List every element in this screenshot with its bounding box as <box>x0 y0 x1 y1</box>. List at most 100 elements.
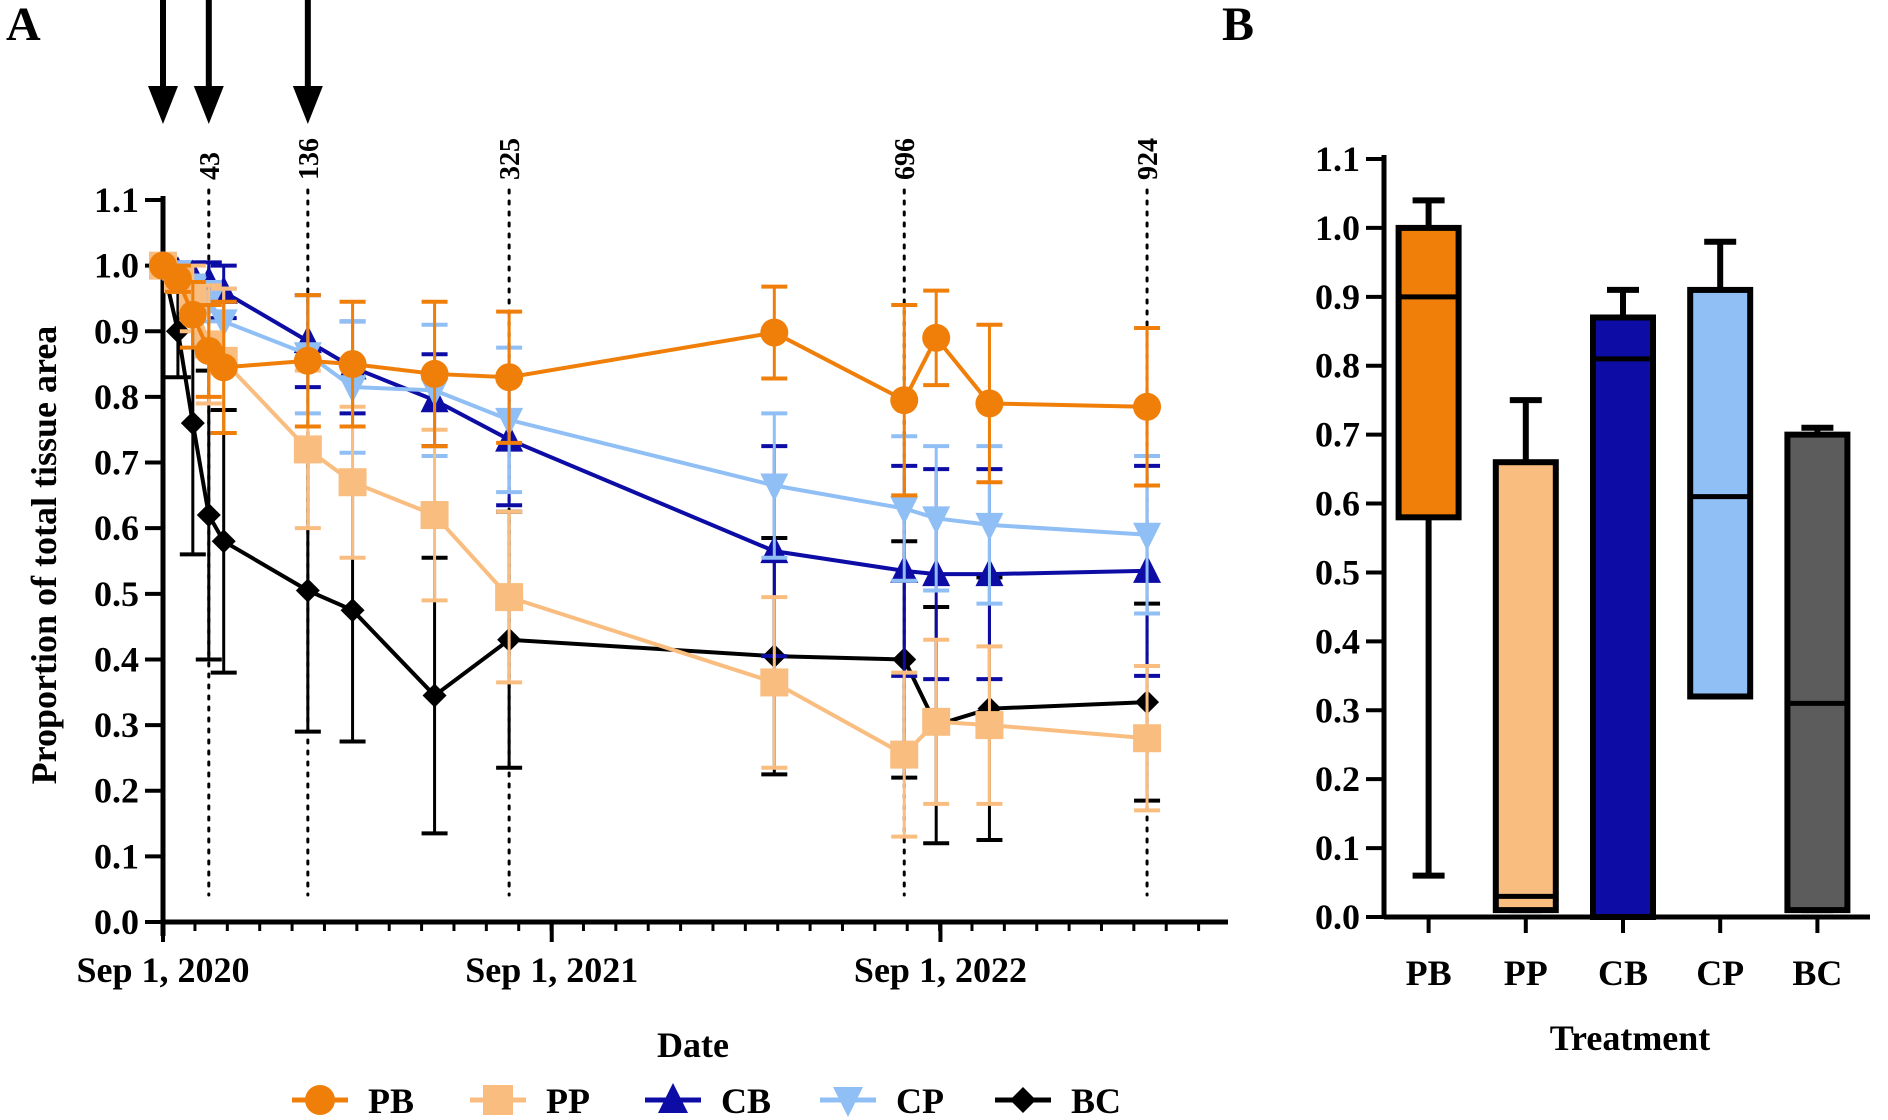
y-tick-label: 0.1 <box>1315 828 1360 868</box>
y-tick-label: 0.7 <box>94 443 139 483</box>
data-point <box>338 468 367 497</box>
panel-a-axes: 0.0 0.1 0.2 0.3 0.4 0.5 0.6 0.7 0.8 0.9 1.0 1.1 Sep … <box>76 180 1228 990</box>
data-point <box>922 323 951 352</box>
data-point <box>305 1085 335 1115</box>
data-point <box>658 1083 688 1113</box>
data-point <box>760 668 789 697</box>
legend-label: CP <box>896 1081 944 1120</box>
y-tick-label: 0.0 <box>1315 897 1360 937</box>
vertical-line-label: 696 <box>890 138 921 180</box>
panel-a-y-axis-title: Proportion of total tissue area <box>24 326 64 785</box>
y-tick-label: 0.9 <box>94 311 139 351</box>
x-tick-label: CP <box>1696 953 1744 993</box>
intervention-lines: 43 136 325 696 924 <box>195 138 1164 897</box>
vertical-line-label: 325 <box>495 138 526 180</box>
data-point <box>483 1085 513 1115</box>
data-point <box>495 363 524 392</box>
y-tick-label: 0.6 <box>94 508 139 548</box>
box-rect <box>1784 431 1851 914</box>
y-tick-label: 0.8 <box>1315 346 1360 386</box>
data-point <box>975 389 1004 418</box>
data-point <box>211 529 236 554</box>
legend-label: PP <box>546 1081 590 1120</box>
data-point <box>833 1087 863 1117</box>
series-cb <box>149 249 1162 682</box>
series-pb <box>149 251 1162 498</box>
data-point <box>890 386 919 415</box>
panel-a-line-chart: 43 136 325 696 924 0.00.10.20.30.40.50.60.70… <box>24 0 1228 1120</box>
data-point <box>975 512 1004 541</box>
data-point <box>178 300 207 329</box>
legend-item-cb: CB <box>645 1081 771 1120</box>
y-tick-label: 0.8 <box>94 377 139 417</box>
box-bc <box>1784 424 1851 914</box>
panel-b-box-plot: 0.0 0.1 0.2 0.3 0.4 0.5 0.6 0.7 0.8 0.9 1.0 1.1 PB PP… <box>1315 139 1870 1058</box>
box-cp <box>1687 238 1754 700</box>
panel-b-axes: 0.0 0.1 0.2 0.3 0.4 0.5 0.6 0.7 0.8 0.9 1.0 1.1 PB PP… <box>1315 139 1870 993</box>
panel-a-x-axis-title: Date <box>657 1025 729 1065</box>
y-tick-label: 1.0 <box>94 246 139 286</box>
y-tick-label: 0.0 <box>94 902 139 942</box>
data-point <box>338 350 367 379</box>
data-point <box>1133 522 1162 551</box>
data-point <box>495 583 524 612</box>
x-tick-label: CB <box>1598 953 1648 993</box>
data-point <box>922 506 951 535</box>
data-point <box>760 473 789 502</box>
box-pb <box>1395 197 1462 879</box>
y-tick-label: 0.2 <box>94 771 139 811</box>
panel-b-x-axis-title: Treatment <box>1550 1018 1711 1058</box>
x-tick-label: PP <box>1504 953 1548 993</box>
data-point <box>340 598 365 623</box>
legend-item-bc: BC <box>995 1081 1121 1120</box>
data-point <box>1133 392 1162 421</box>
data-point <box>163 264 192 293</box>
arrow-head <box>148 86 178 124</box>
data-point <box>890 740 919 769</box>
legend: PB PP CB CP BC <box>292 1081 1121 1120</box>
y-tick-label: 0.1 <box>94 836 139 876</box>
panel-b-label: B <box>1222 0 1254 51</box>
box-cb <box>1590 286 1656 920</box>
data-point <box>420 359 449 388</box>
panel-a-label: A <box>6 0 41 51</box>
data-point <box>1133 724 1162 753</box>
data-point <box>760 318 789 347</box>
panel-a-series <box>149 249 1162 846</box>
data-point <box>293 346 322 375</box>
y-tick-label: 0.5 <box>1315 552 1360 592</box>
data-point <box>295 578 320 603</box>
y-tick-label: 0.6 <box>1315 484 1360 524</box>
data-point <box>1010 1087 1036 1113</box>
x-tick-label: Sep 1, 2022 <box>854 950 1027 990</box>
legend-item-pb: PB <box>292 1081 414 1120</box>
data-point <box>890 496 919 525</box>
y-tick-label: 1.1 <box>1315 139 1360 179</box>
y-tick-label: 0.9 <box>1315 277 1360 317</box>
legend-label: BC <box>1071 1081 1121 1120</box>
arrow-head <box>193 86 224 124</box>
vertical-line-label: 924 <box>1133 138 1164 180</box>
y-tick-label: 1.0 <box>1315 208 1360 248</box>
box-pp <box>1492 397 1559 914</box>
data-point <box>975 711 1004 740</box>
data-point <box>420 501 449 530</box>
legend-label: CB <box>721 1081 771 1120</box>
legend-item-cp: CP <box>820 1081 944 1120</box>
y-tick-label: 0.5 <box>94 574 139 614</box>
data-point <box>922 707 951 736</box>
legend-label: PB <box>368 1081 414 1120</box>
x-tick-label: Sep 1, 2021 <box>465 950 638 990</box>
data-point <box>196 503 221 528</box>
y-tick-label: 0.2 <box>1315 759 1360 799</box>
intervention-arrows <box>148 0 323 124</box>
box-rect <box>1492 459 1559 914</box>
box-rect <box>1590 314 1656 920</box>
arrow-head <box>292 86 323 124</box>
vertical-line-label: 43 <box>195 152 226 180</box>
y-tick-label: 0.3 <box>1315 690 1360 730</box>
data-point <box>180 411 205 436</box>
data-point <box>293 435 322 464</box>
y-tick-label: 0.4 <box>94 639 139 679</box>
